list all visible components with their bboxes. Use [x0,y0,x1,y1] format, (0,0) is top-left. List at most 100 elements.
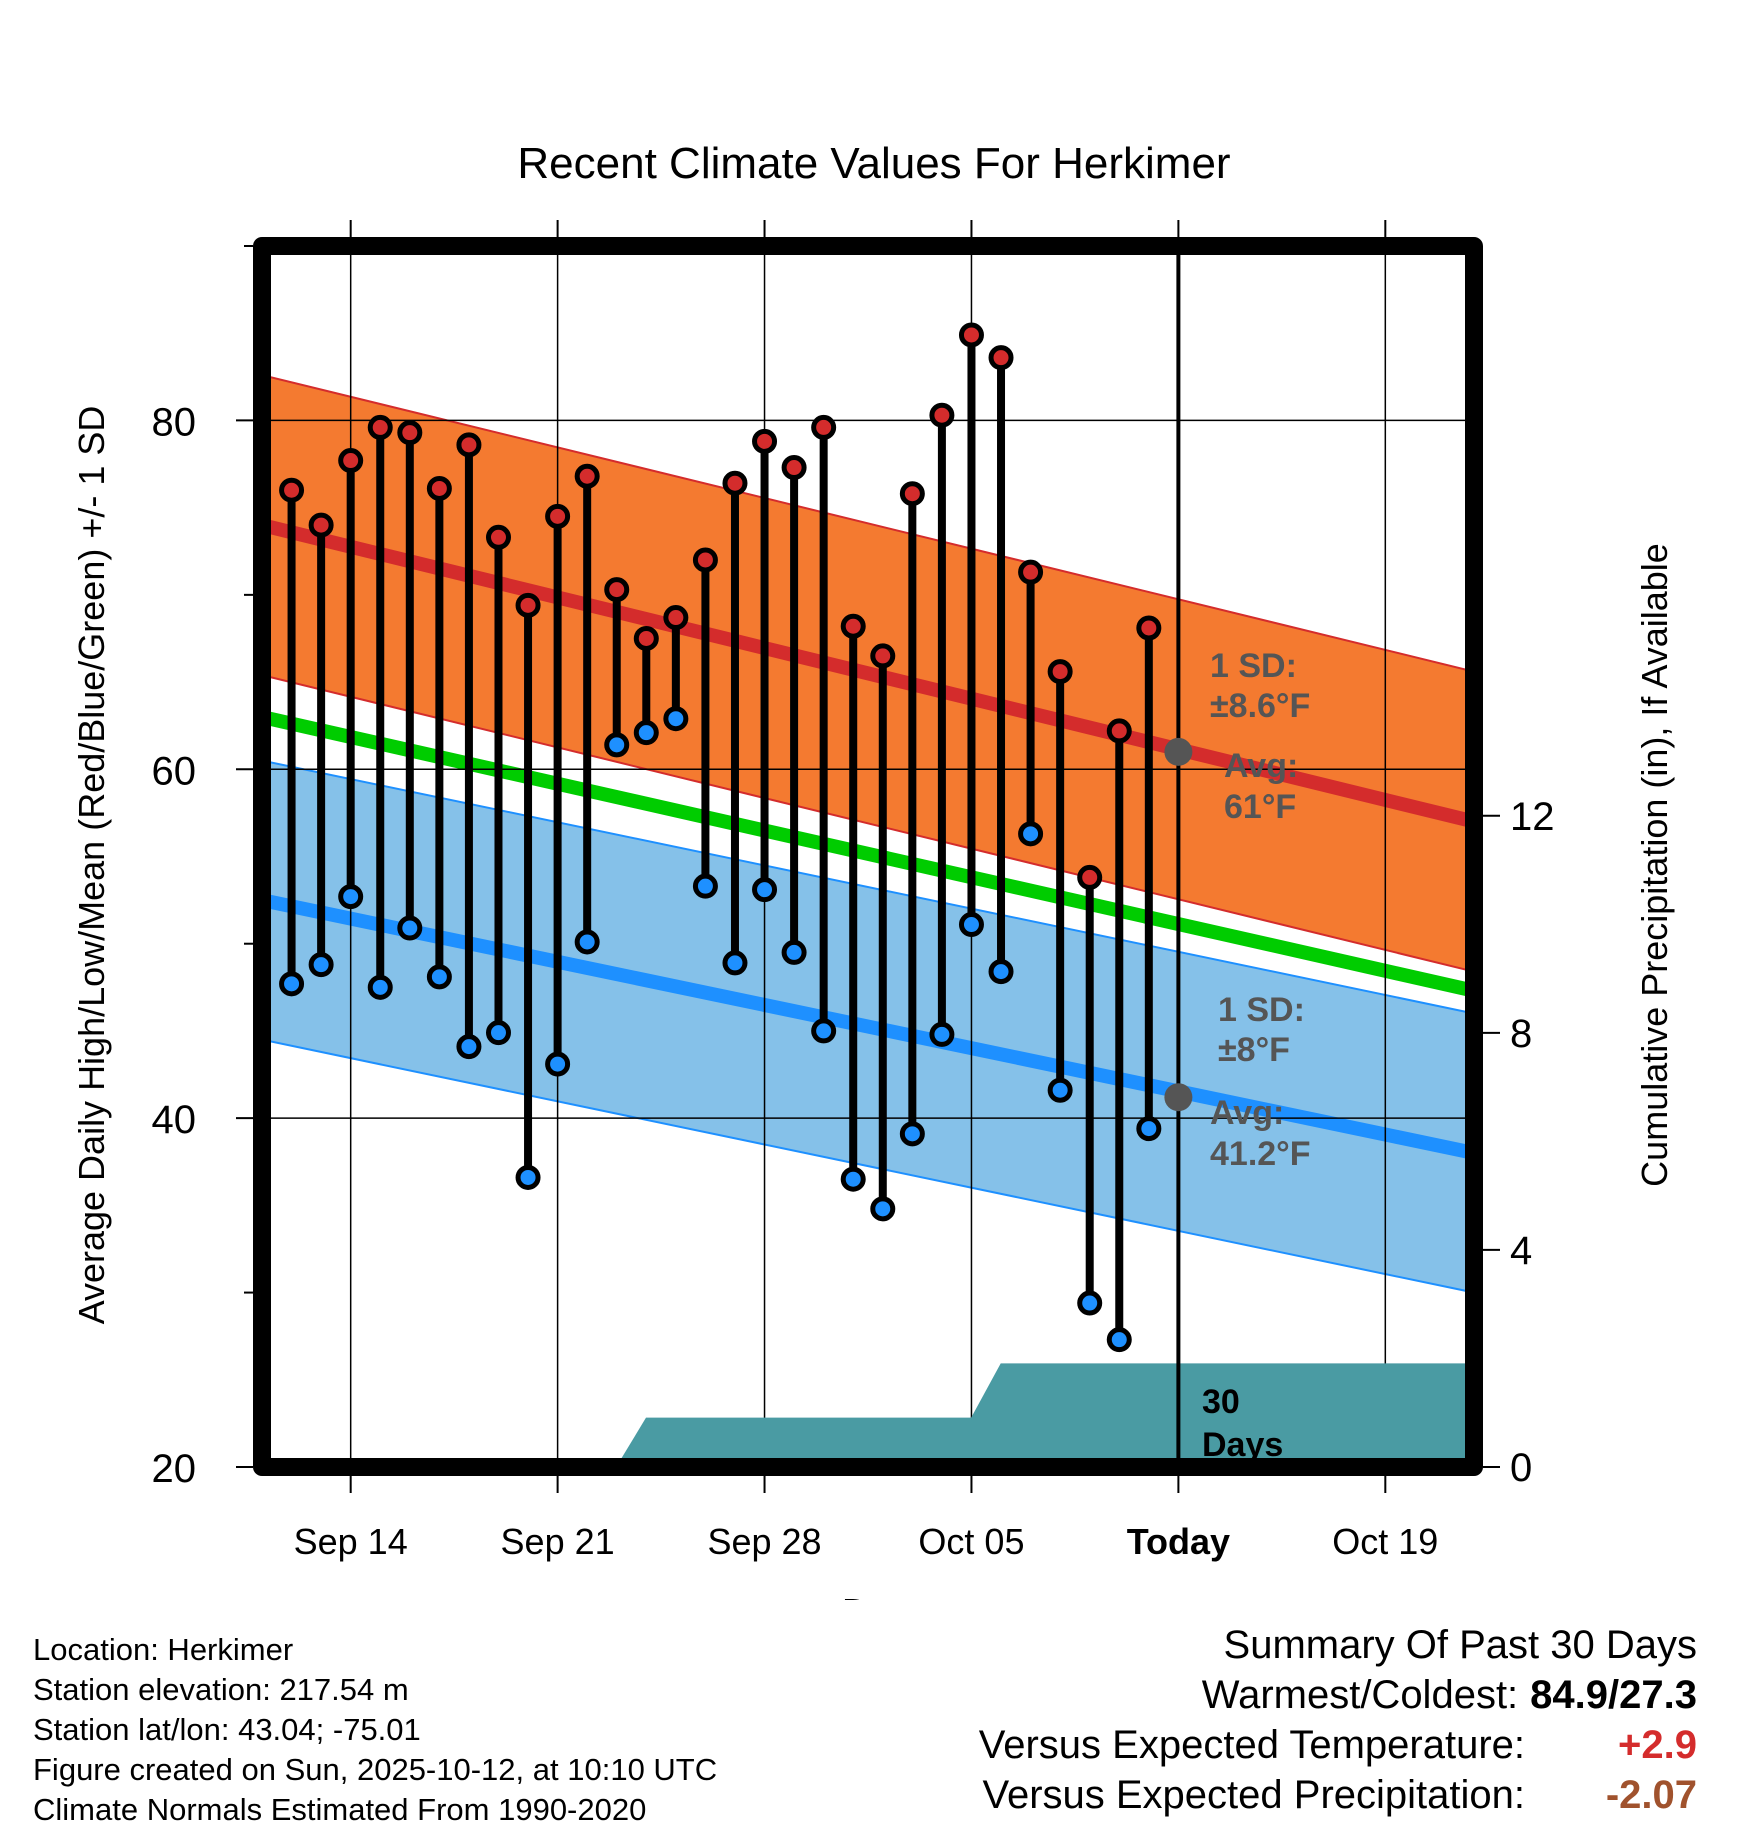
daily-high-point [279,477,305,503]
daily-low-point [545,1051,571,1077]
daily-high-point [1106,718,1132,744]
y-tick-label-right: 4 [1510,1229,1532,1273]
daily-low-point [663,706,689,732]
daily-high-point [1077,864,1103,890]
daily-high-point [840,613,866,639]
daily-low-point [1018,821,1044,847]
y-tick-label-right: 8 [1510,1012,1532,1056]
daily-high-point [752,428,778,454]
daily-high-point [870,643,896,669]
daily-high-point [604,577,630,603]
daily-low-point [692,873,718,899]
x-tick-label: Oct 19 [1332,1521,1438,1562]
chart-title: Recent Climate Values For Herkimer [517,139,1230,188]
normal-low-line [262,893,1474,1160]
high-avg-value: 61°F [1224,788,1296,826]
daily-high-point [988,345,1014,371]
today-low-avg-marker [1164,1083,1193,1112]
daily-low-point [633,720,659,746]
daily-low-point [781,939,807,965]
daily-low-point [338,884,364,910]
low-avg-value: 41.2°F [1210,1135,1311,1173]
daily-low-point [574,929,600,955]
warm-cold-label: Warmest/Coldest: [1201,1673,1519,1717]
daily-low-point [1047,1077,1073,1103]
daily-low-point [899,1121,925,1147]
daily-low-point [367,974,393,1000]
normal-mean-line [262,710,1474,998]
climate-chart: Recent Climate Values For Herkimer 1 SD:… [71,139,1675,1600]
warm-cold-value: 84.9/27.3 [1530,1673,1697,1717]
summary-heading: Summary Of Past 30 Days [1223,1623,1697,1667]
daily-high-point [426,475,452,501]
daily-high-point [1018,559,1044,585]
daily-low-point [456,1034,482,1060]
daily-low-point [1077,1290,1103,1316]
temp-value: +2.9 [1618,1723,1697,1767]
x-tick-label: Oct 05 [918,1521,1024,1562]
daily-high-point [397,420,423,446]
temp-label: Versus Expected Temperature: [978,1723,1525,1767]
daily-high-point [574,463,600,489]
daily-high-point [781,455,807,481]
daily-low-point [515,1164,541,1190]
summary-panel: Summary Of Past 30 Days Warmest/Coldest:… [979,1620,1697,1820]
daily-low-point [752,877,778,903]
daily-high-point [633,625,659,651]
daily-low-point [958,912,984,938]
y-tick-label-left: 60 [152,749,197,793]
daily-high-point [367,414,393,440]
window-label-unit: Days [1202,1426,1283,1464]
low-avg-label: Avg: [1210,1094,1284,1132]
daily-low-point [1106,1327,1132,1353]
high-sd-value: ±8.6°F [1210,687,1310,725]
normal-high-line [262,518,1474,829]
meta-created: Figure created on Sun, 2025-10-12, at 10… [33,1752,718,1787]
x-tick-label: Today [1127,1521,1230,1562]
daily-high-point [515,592,541,618]
daily-low-point [485,1020,511,1046]
today-high-avg-marker [1164,737,1193,766]
daily-low-point [1136,1116,1162,1142]
summary-precip: Versus Expected Precipitation: -2.07 [979,1770,1697,1820]
daily-high-point [1136,615,1162,641]
daily-low-point [397,915,423,941]
daily-high-point [456,432,482,458]
daily-low-point [870,1196,896,1222]
daily-high-point [692,547,718,573]
meta-normals: Climate Normals Estimated From 1990-2020 [33,1792,647,1827]
precip-area [262,1363,1474,1467]
low-sd-label: 1 SD: [1218,991,1305,1029]
axes: Sep 14 Sep 21 Sep 28 Oct 05 Today Oct 1920406… [152,220,1555,1562]
x-axis-label: Day [842,1591,906,1600]
daily-low-point [988,959,1014,985]
meta-latlon: Station lat/lon: 43.04; -75.01 [33,1712,421,1747]
summary-warm-cold: Warmest/Coldest: 84.9/27.3 [979,1670,1697,1720]
daily-low-point [929,1021,955,1047]
meta-location: Location: Herkimer [33,1632,294,1667]
precip-value: -2.07 [1605,1773,1697,1817]
daily-low-point [840,1166,866,1192]
y-tick-label-right: 12 [1510,795,1555,839]
daily-low-point [722,950,748,976]
low-sd-value: ±8°F [1218,1031,1290,1069]
daily-high-point [929,402,955,428]
plot-frame [253,237,1483,1476]
y-tick-label-left: 40 [152,1098,197,1142]
summary-temp: Versus Expected Temperature: +2.9 [979,1720,1697,1770]
daily-low-point [308,952,334,978]
x-tick-label: Sep 28 [707,1521,821,1562]
precip-label: Versus Expected Precipitation: [982,1773,1525,1817]
daily-low-point [811,1018,837,1044]
daily-high-point [722,470,748,496]
daily-high-point [663,605,689,631]
y-axis-label-left: Average Daily High/Low/Mean (Red/Blue/Gr… [71,406,112,1325]
y-tick-label-left: 80 [152,400,197,444]
daily-high-point [811,414,837,440]
daily-high-point [308,512,334,538]
window-label-count: 30 [1202,1383,1240,1421]
x-tick-label: Sep 21 [501,1521,615,1562]
daily-high-point [899,481,925,507]
